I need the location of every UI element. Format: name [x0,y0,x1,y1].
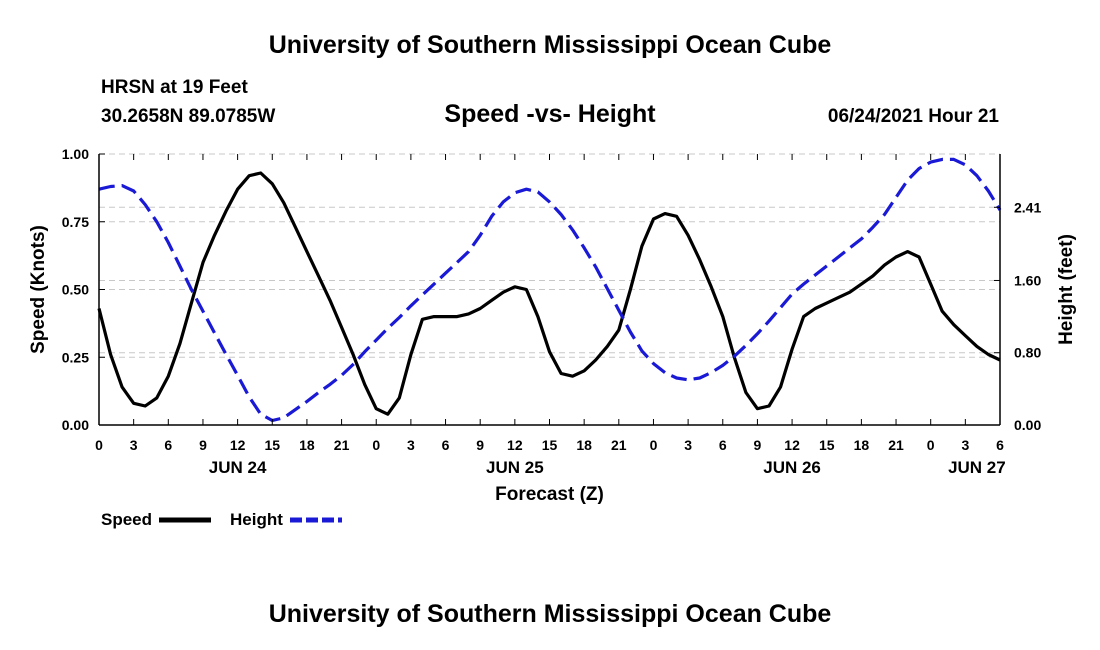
y-tick-label-2: 0.50 [62,282,89,298]
x-tick-label-22: 18 [854,437,870,453]
x-tick-label-2: 6 [164,437,172,453]
x-tick-label-4: 12 [230,437,246,453]
x-tick-label-9: 3 [407,437,415,453]
legend-label-height: Height [230,510,283,529]
x-tick-label-11: 9 [476,437,484,453]
x-tick-label-12: 12 [507,437,523,453]
x-tick-label-0: 0 [95,437,103,453]
y2-tick-label-0: 0.00 [1014,417,1041,433]
x-tick-label-18: 6 [719,437,727,453]
x-tick-label-21: 15 [819,437,835,453]
x-tick-label-7: 21 [334,437,350,453]
date-label-3: JUN 27 [948,458,1006,477]
x-tick-label-23: 21 [888,437,904,453]
y-tick-label-1: 0.25 [62,349,89,365]
y-tick-label-3: 0.75 [62,214,89,230]
y2-tick-label-3: 2.41 [1014,199,1041,215]
series-line-speed [99,173,1000,414]
date-label-2: JUN 26 [763,458,821,477]
y2-tick-label-2: 1.60 [1014,272,1041,288]
x-tick-label-5: 15 [264,437,280,453]
x-tick-label-14: 18 [576,437,592,453]
date-label-0: JUN 24 [209,458,267,477]
y2-tick-label-1: 0.80 [1014,345,1041,361]
x-tick-label-19: 9 [754,437,762,453]
x-tick-label-8: 0 [372,437,380,453]
x-tick-label-3: 9 [199,437,207,453]
x-tick-label-20: 12 [784,437,800,453]
x-tick-label-13: 15 [542,437,558,453]
y2-axis-title: Height (feet) [1056,234,1077,345]
legend-label-speed: Speed [101,510,152,529]
date-label-1: JUN 25 [486,458,544,477]
x-tick-label-26: 6 [996,437,1004,453]
x-tick-label-16: 0 [650,437,658,453]
y-tick-label-4: 1.00 [62,146,89,162]
x-tick-label-10: 6 [442,437,450,453]
x-tick-label-15: 21 [611,437,627,453]
y-tick-label-0: 0.00 [62,417,89,433]
x-tick-label-24: 0 [927,437,935,453]
x-tick-label-17: 3 [684,437,692,453]
y-axis-title: Speed (Knots) [28,225,49,354]
x-axis-title: Forecast (Z) [495,484,604,505]
x-tick-label-1: 3 [130,437,138,453]
x-tick-label-6: 18 [299,437,315,453]
legend: Speed Height [101,510,342,529]
speed-height-chart: 0 3 6 9 12 15 18 21 0 3 6 9 12 15 18 21 0 3 6 9 12 15 18 21 0 3 6 J… [0,0,1100,650]
x-tick-label-25: 3 [961,437,969,453]
